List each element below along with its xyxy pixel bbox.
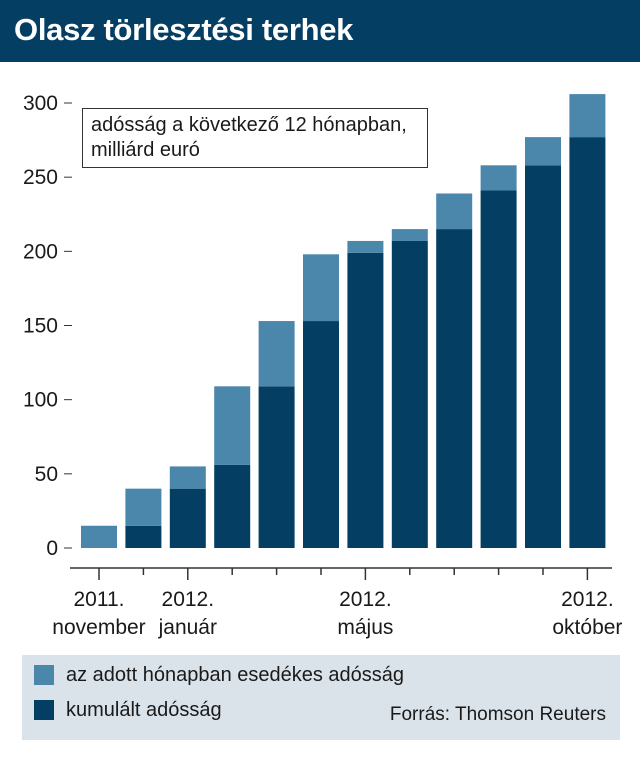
legend-label-cumulative: kumulált adósság — [66, 698, 222, 721]
legend-label-monthly: az adott hónapban esedékes adósság — [66, 663, 405, 686]
source-note: Forrás: Thomson Reuters — [389, 704, 606, 725]
x-tick-label-month: május — [337, 616, 393, 639]
bar-monthly — [480, 165, 517, 191]
legend-item-monthly: az adott hónapban esedékes adósság — [34, 663, 404, 687]
unit-note: adósság a következő 12 hónapban, milliárd… — [82, 108, 428, 168]
bar-monthly — [303, 254, 339, 322]
legend-swatch-monthly — [34, 665, 54, 685]
bar-cumulative — [436, 229, 473, 549]
x-tick-label-month: január — [158, 616, 217, 639]
legend-item-cumulative: kumulált adósság — [34, 698, 222, 722]
bar-cumulative — [391, 240, 428, 548]
unit-note-text: adósság a következő 12 hónapban, milliárd… — [91, 114, 407, 161]
bar-cumulative — [303, 321, 339, 548]
bar-monthly — [169, 466, 206, 489]
legend-swatch-cumulative — [34, 700, 54, 720]
bar-monthly — [569, 94, 606, 138]
y-tick-label: 100 — [23, 389, 58, 412]
chart-title: Olasz törlesztési terhek — [14, 12, 354, 47]
legend: az adott hónapban esedékes adósság kumul… — [22, 655, 620, 740]
bar-cumulative — [214, 464, 251, 548]
bar-monthly — [347, 240, 384, 253]
bar-cumulative — [347, 252, 384, 549]
bar-cumulative — [169, 488, 206, 548]
y-tick-label: 300 — [23, 92, 58, 115]
bar-monthly — [125, 488, 162, 526]
bar-cumulative — [258, 386, 295, 548]
y-tick-label: 50 — [35, 463, 58, 486]
x-tick-label-month: október — [552, 616, 622, 639]
bar-monthly — [525, 137, 561, 166]
x-tick-label-year: 2012. — [561, 588, 614, 611]
title-bar: Olasz törlesztési terhek — [0, 0, 640, 62]
x-tick-label-year: 2011. — [74, 588, 125, 611]
y-tick-label: 150 — [23, 315, 58, 338]
bar-monthly — [391, 229, 428, 241]
y-tick-label: 200 — [23, 240, 58, 263]
bar-monthly — [258, 321, 295, 387]
x-tick-label-year: 2012. — [162, 588, 215, 611]
bar-monthly — [214, 386, 251, 465]
x-tick-label-month: november — [52, 616, 145, 639]
y-tick-label: 0 — [46, 537, 58, 560]
bar-cumulative — [569, 137, 606, 548]
bar-monthly — [436, 193, 473, 230]
bar-cumulative — [480, 190, 517, 548]
chart-plot: 0 50 100 150 200 250 300 2011. november 2012. janu… — [22, 92, 623, 639]
bar-cumulative — [525, 165, 561, 549]
y-tick-label: 250 — [23, 166, 58, 189]
bar-monthly — [81, 525, 117, 548]
bar-cumulative — [125, 525, 162, 548]
x-tick-label-year: 2012. — [339, 588, 392, 611]
